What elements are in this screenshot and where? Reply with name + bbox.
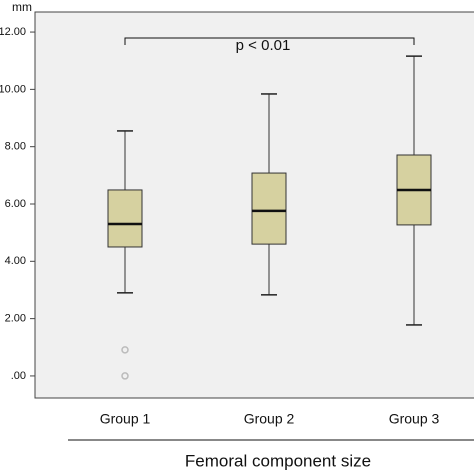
x-tick-label: Group 1 — [100, 411, 151, 427]
outlier — [121, 346, 129, 354]
outlier — [121, 372, 129, 380]
y-tick-label: 2.00 — [5, 313, 26, 325]
y-tick-label: 10.00 — [0, 83, 26, 95]
y-tick-label: .00 — [11, 370, 26, 382]
y-tick-label: 8.00 — [5, 141, 26, 153]
x-tick-label: Group 3 — [389, 411, 440, 427]
y-tick-label: 12.00 — [0, 26, 26, 38]
y-tick-label: 6.00 — [5, 198, 26, 210]
y-axis-label: mm — [12, 0, 32, 14]
y-tick-label: 4.00 — [5, 255, 26, 267]
annotation: p < 0.01 — [236, 37, 291, 54]
box — [107, 189, 143, 248]
x-tick-label: Group 2 — [244, 411, 295, 427]
significance-bracket — [124, 37, 415, 45]
box — [251, 172, 287, 245]
x-axis-label: Femoral component size — [185, 451, 371, 470]
